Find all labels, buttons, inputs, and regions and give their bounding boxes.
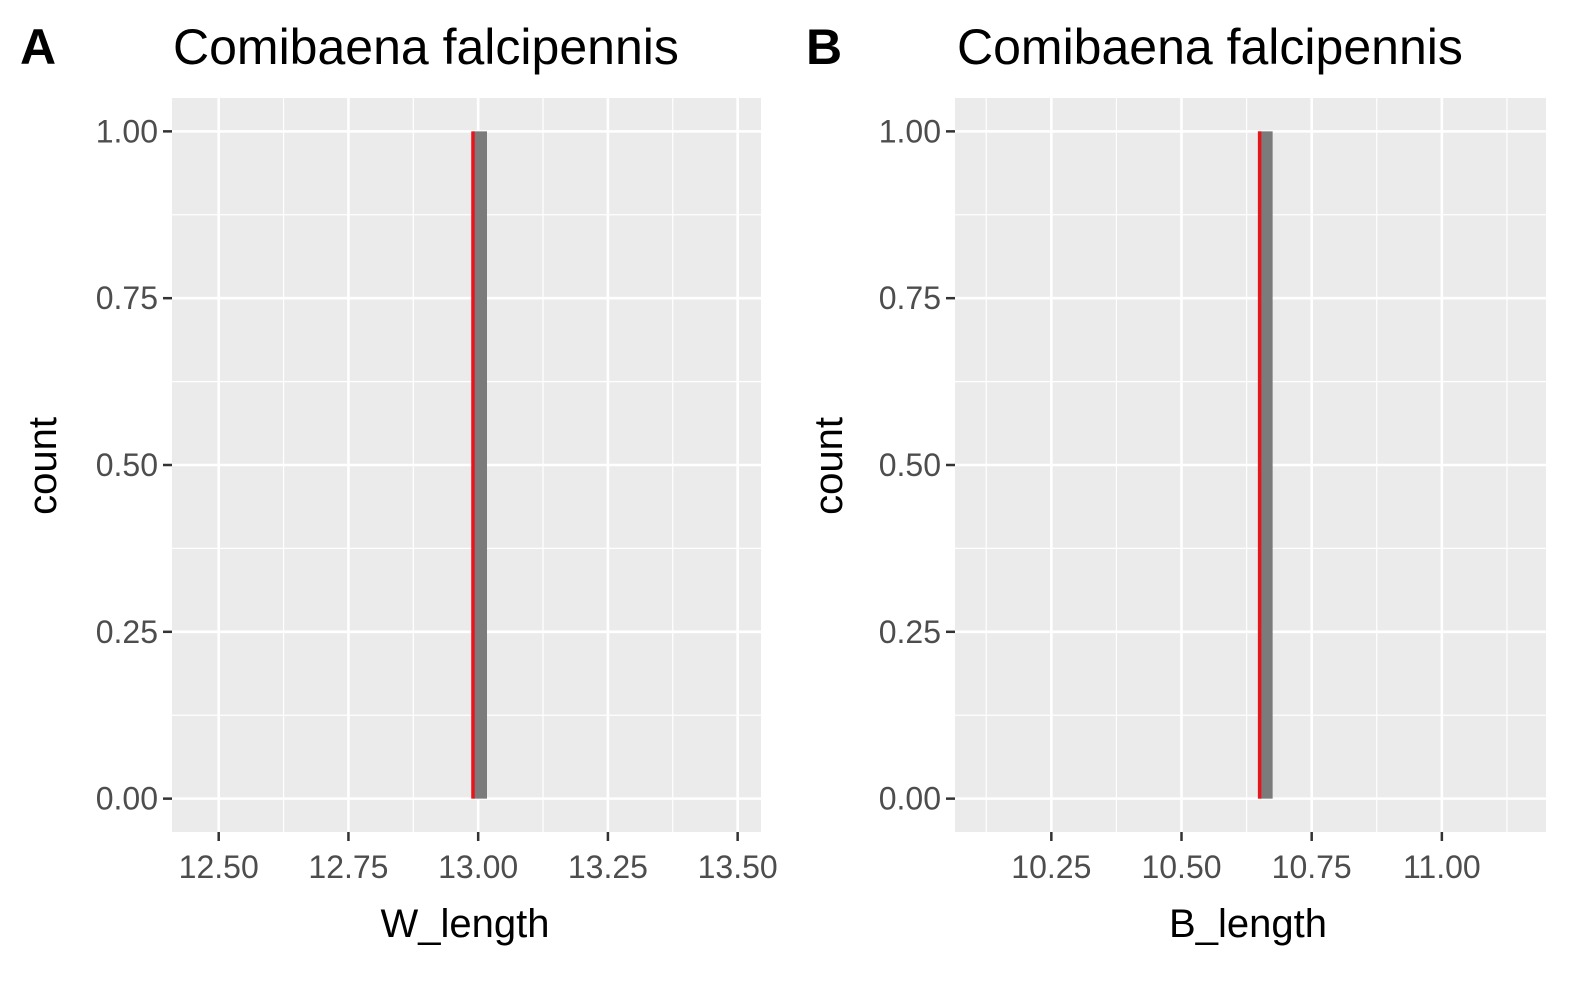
plot-area: 0.00 0.25 0.50 0.75 1.00 10.25 10.50 10.75 11.00 [879, 98, 1546, 885]
panel-title: Comibaena falcipennis [173, 19, 679, 75]
y-tick-label: 0.25 [879, 614, 941, 650]
histogram-bar [472, 131, 487, 799]
y-tick-label: 0.50 [96, 447, 158, 483]
x-tick-label: 13.50 [698, 849, 778, 885]
panel-tag: B [806, 19, 842, 75]
y-tick-label: 0.50 [879, 447, 941, 483]
y-tick-label: 0.00 [96, 781, 158, 817]
x-tick-label: 12.75 [308, 849, 388, 885]
y-axis-label: count [21, 417, 65, 515]
x-axis-label: B_length [1169, 902, 1327, 946]
panel-title: Comibaena falcipennis [957, 19, 1463, 75]
y-tick-label: 0.75 [879, 280, 941, 316]
x-tick-label: 10.25 [1011, 849, 1091, 885]
x-tick-label: 10.75 [1272, 849, 1352, 885]
histogram-bar [1258, 131, 1273, 799]
y-tick-label: 0.25 [96, 614, 158, 650]
x-tick-label: 11.00 [1403, 849, 1481, 885]
y-tick-label: 1.00 [96, 113, 158, 149]
x-tick-label: 10.50 [1141, 849, 1221, 885]
y-tick-label: 0.75 [96, 280, 158, 316]
x-tick-label: 13.00 [438, 849, 518, 885]
y-tick-label: 1.00 [879, 113, 941, 149]
x-tick-label: 13.25 [568, 849, 648, 885]
panel-b: 0.00 0.25 0.50 0.75 1.00 10.25 10.50 10.75 11.00… [806, 19, 1546, 946]
x-tick-label: 12.50 [179, 849, 259, 885]
panel-a: 0.00 0.25 0.50 0.75 1.00 12.50 12.75 13.00 13.25… [20, 19, 778, 946]
y-tick-label: 0.00 [879, 781, 941, 817]
y-axis-label: count [807, 417, 851, 515]
x-axis-label: W_length [381, 902, 550, 946]
plot-area: 0.00 0.25 0.50 0.75 1.00 12.50 12.75 13.00 13.25… [96, 98, 778, 885]
panel-tag: A [20, 19, 56, 75]
